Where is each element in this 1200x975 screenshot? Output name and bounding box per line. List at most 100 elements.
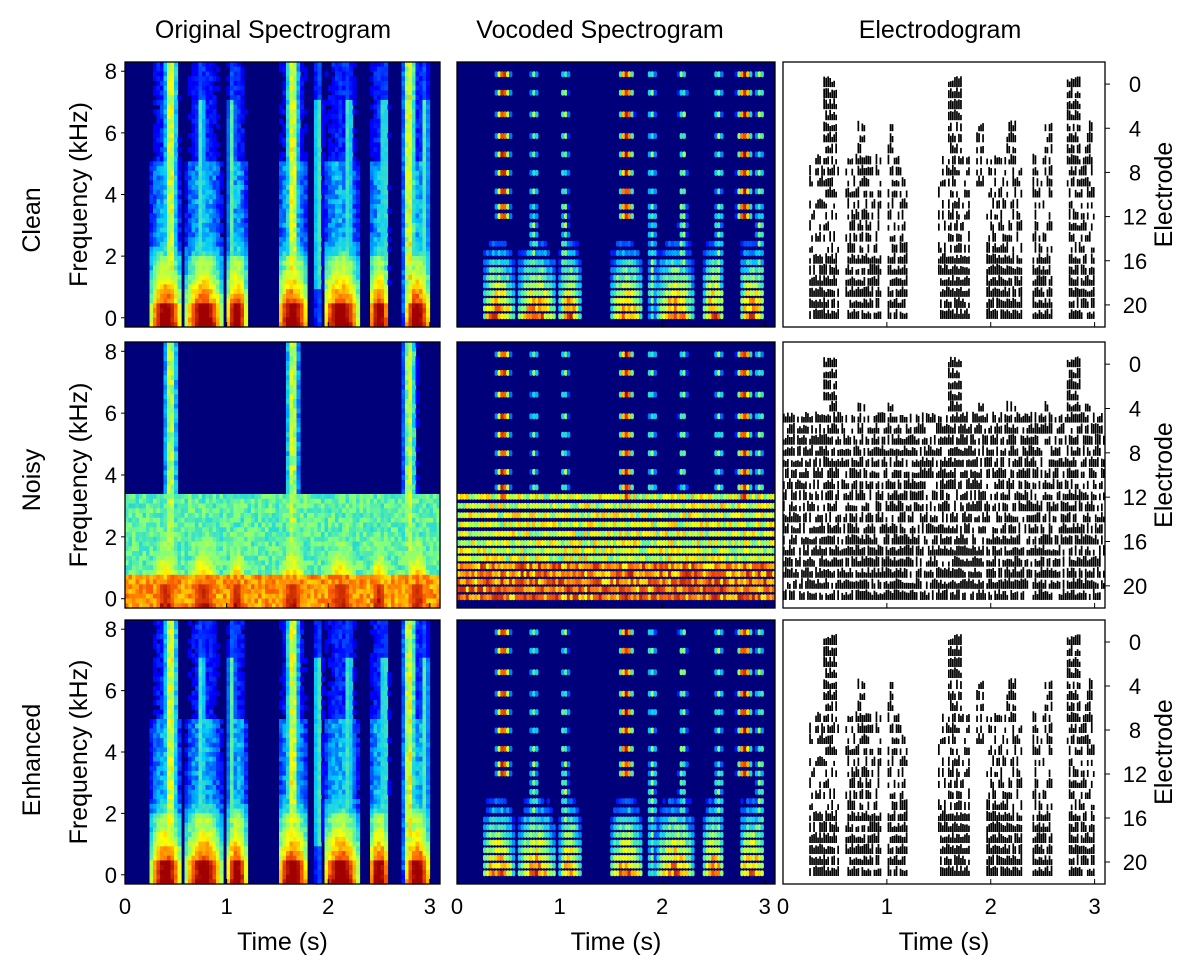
heatmap-cell xyxy=(163,432,168,438)
heatmap-cell xyxy=(377,246,382,252)
heatmap-cell xyxy=(167,232,172,238)
heatmap-cell xyxy=(627,169,631,176)
heatmap-cell xyxy=(146,551,151,557)
heatmap-cell xyxy=(163,265,168,271)
heatmap-cell xyxy=(380,95,385,101)
heatmap-cell xyxy=(205,133,210,139)
heatmap-cell xyxy=(233,312,238,319)
heatmap-cell xyxy=(349,189,354,196)
heatmap-cell xyxy=(415,175,420,181)
heatmap-cell xyxy=(153,274,158,281)
heatmap-cell xyxy=(191,147,196,153)
heatmap-cell xyxy=(384,298,389,304)
heatmap-cell xyxy=(757,240,762,247)
heatmap-cell xyxy=(289,170,294,177)
heatmap-cell xyxy=(760,282,764,289)
heatmap-cell xyxy=(561,213,565,220)
heatmap-cell xyxy=(331,279,336,285)
heatmap-cell xyxy=(356,279,361,285)
heatmap-cell xyxy=(705,274,709,281)
heatmap-cell xyxy=(170,346,175,353)
heatmap-cell xyxy=(356,161,361,167)
heatmap-cell xyxy=(303,71,308,77)
heatmap-cell xyxy=(293,170,298,177)
heatmap-cell xyxy=(328,137,333,143)
heatmap-cell xyxy=(219,513,224,519)
heatmap-cell xyxy=(174,413,179,419)
heatmap-cell xyxy=(286,142,291,148)
heatmap-cell xyxy=(198,71,203,77)
heatmap-cell xyxy=(370,175,375,181)
heatmap-cell xyxy=(321,133,326,139)
heatmap-cell xyxy=(163,413,168,419)
heatmap-cell xyxy=(205,114,210,120)
heatmap-cell xyxy=(167,208,172,214)
heatmap-cell xyxy=(610,250,614,256)
heatmap-cell xyxy=(760,267,764,273)
heatmap-cell xyxy=(177,166,182,172)
heatmap-cell xyxy=(720,240,724,247)
heatmap-cell xyxy=(163,80,168,87)
heatmap-cell xyxy=(244,303,249,309)
heatmap-cell xyxy=(717,213,721,220)
heatmap-cell xyxy=(349,142,354,148)
heatmap-cell xyxy=(174,389,179,395)
heatmap-cell xyxy=(653,203,657,210)
heatmap-cell xyxy=(349,128,354,134)
heatmap-cell xyxy=(233,62,238,68)
heatmap-cell xyxy=(613,267,617,273)
heatmap-cell xyxy=(636,290,640,297)
heatmap-cell xyxy=(401,170,406,177)
heatmap-cell xyxy=(314,90,319,96)
heatmap-cell xyxy=(422,71,427,77)
heatmap-cell xyxy=(209,241,214,248)
heatmap-cell xyxy=(195,166,200,172)
heatmap-cell xyxy=(226,246,231,252)
heatmap-cell xyxy=(618,250,623,256)
heatmap-cell xyxy=(373,265,378,271)
heatmap-cell xyxy=(202,62,207,68)
heatmap-cell xyxy=(216,123,221,129)
heatmap-cell xyxy=(156,151,161,158)
heatmap-cell xyxy=(509,305,513,312)
heatmap-cell xyxy=(412,256,417,262)
heatmap-cell xyxy=(223,517,228,524)
heatmap-cell xyxy=(170,227,175,233)
heatmap-cell xyxy=(627,240,631,247)
heatmap-cell xyxy=(370,227,375,233)
heatmap-cell xyxy=(163,593,168,600)
heatmap-cell xyxy=(349,293,354,300)
heatmap-cell xyxy=(618,89,623,96)
heatmap-cell xyxy=(149,189,154,196)
heatmap-cell xyxy=(328,237,333,243)
heatmap-cell xyxy=(205,118,210,125)
heatmap-cell xyxy=(163,151,168,158)
heatmap-cell xyxy=(384,151,389,158)
heatmap-cell xyxy=(209,570,214,576)
heatmap-cell xyxy=(191,123,196,129)
heatmap-cell xyxy=(167,598,172,604)
heatmap-cell xyxy=(314,62,319,68)
heatmap-cell xyxy=(205,151,210,158)
heatmap-cell xyxy=(342,71,347,77)
heatmap-cell xyxy=(198,555,203,562)
heatmap-cell xyxy=(226,114,231,120)
heatmap-cell xyxy=(624,250,629,256)
heatmap-cell xyxy=(184,555,189,562)
heatmap-cell xyxy=(653,188,657,195)
heatmap-cell xyxy=(181,541,186,547)
heatmap-cell xyxy=(226,293,231,300)
heatmap-cell xyxy=(380,189,385,196)
heatmap-cell xyxy=(212,312,217,319)
heatmap-cell xyxy=(535,282,539,289)
heatmap-cell xyxy=(370,180,375,186)
heatmap-cell xyxy=(377,170,382,177)
heatmap-cell xyxy=(419,284,424,290)
heatmap-cell xyxy=(209,598,214,604)
heatmap-cell xyxy=(160,560,165,566)
heatmap-cell xyxy=(749,297,753,304)
heatmap-cell xyxy=(679,274,683,281)
heatmap-cell xyxy=(380,147,385,153)
heatmap-cell xyxy=(377,312,382,319)
heatmap-cell xyxy=(317,137,322,143)
